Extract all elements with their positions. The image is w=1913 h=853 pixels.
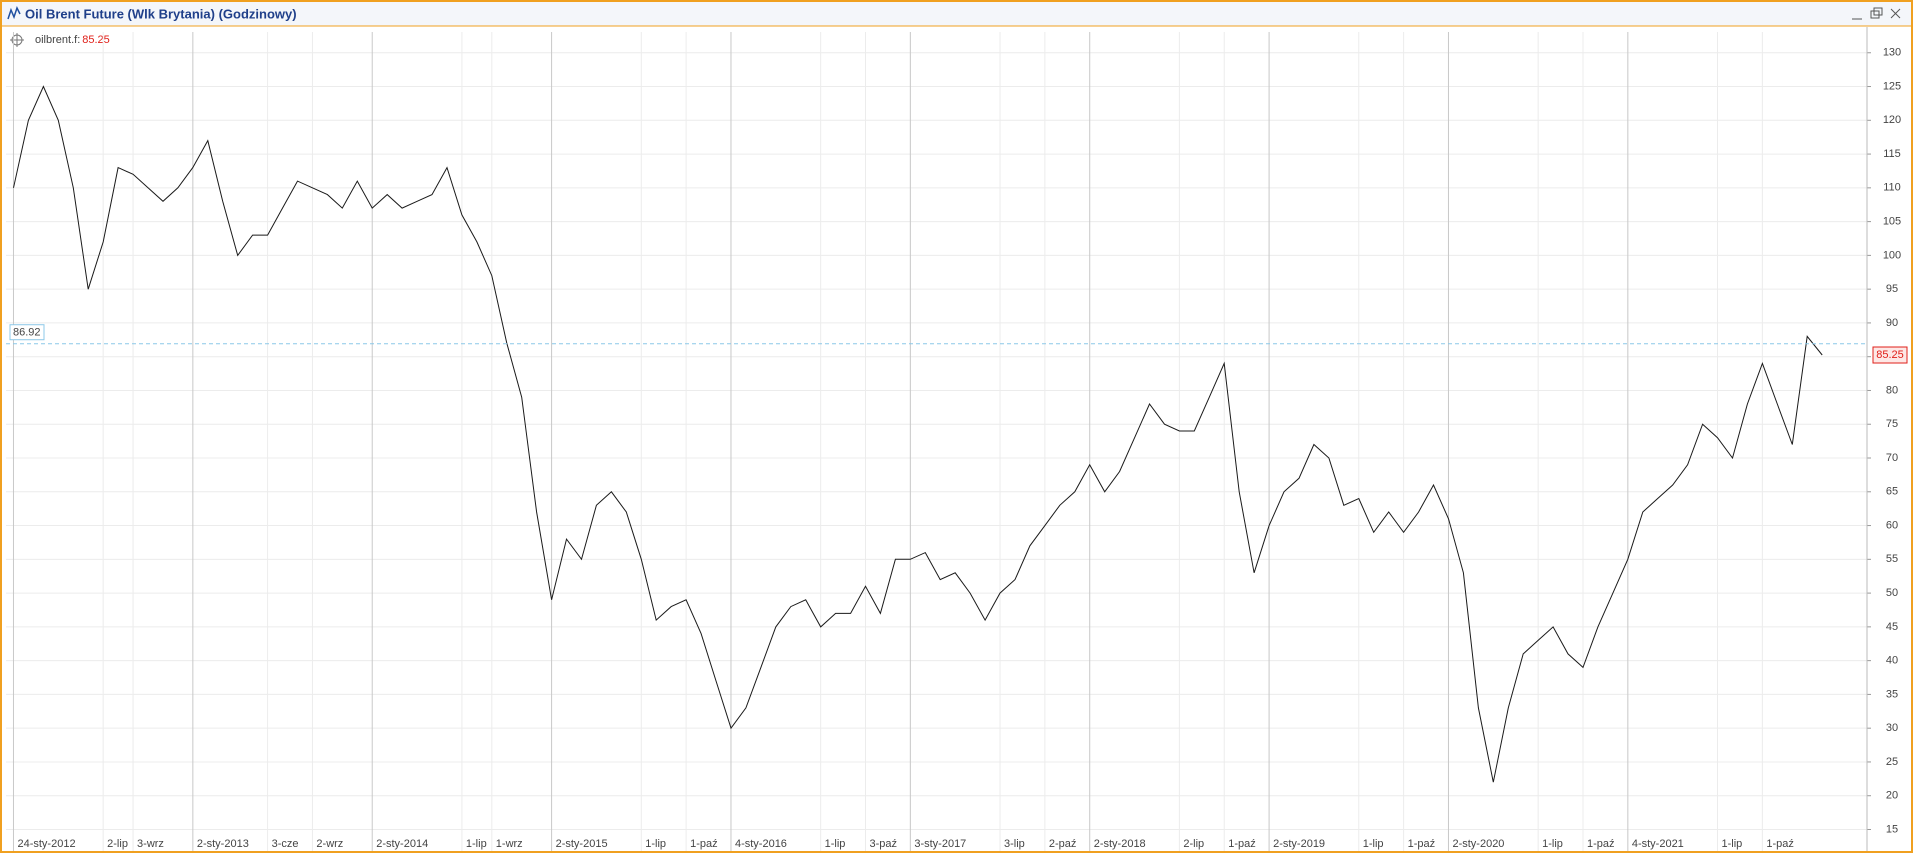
window-buttons[interactable]: [1852, 7, 1901, 20]
reference-label-box: [9, 324, 45, 341]
y-tick-label: 50: [1886, 587, 1898, 599]
move-icon[interactable]: [10, 33, 24, 47]
y-tick-label: 35: [1886, 688, 1898, 700]
y-tick-label: 40: [1886, 655, 1898, 667]
last-price-label: 85.25: [1876, 349, 1904, 361]
x-tick-label: 3-cze: [272, 838, 299, 850]
y-tick-label: 45: [1886, 621, 1898, 633]
x-tick-label: 4-sty-2016: [735, 838, 787, 850]
y-tick-label: 125: [1883, 80, 1901, 92]
y-tick-label: 75: [1886, 418, 1898, 430]
y-tick-label: 95: [1886, 283, 1898, 295]
y-tick-label: 60: [1886, 519, 1898, 531]
y-tick-label: 20: [1886, 790, 1898, 802]
x-tick-label: 1-lip: [1363, 838, 1384, 850]
y-tick-label: 55: [1886, 553, 1898, 565]
x-tick-label: 24-sty-2012: [17, 838, 75, 850]
price-line: [13, 85, 1823, 783]
x-tick-label: 1-lip: [825, 838, 846, 850]
grid: [6, 32, 1867, 851]
x-tick-label: 1-lip: [1722, 838, 1743, 850]
x-tick-label: 4-sty-2021: [1632, 838, 1684, 850]
y-tick-label: 80: [1886, 384, 1898, 396]
y-tick-label: 15: [1886, 823, 1898, 835]
x-tick-label: 2-paź: [1049, 838, 1077, 850]
x-tick-label: 2-wrz: [316, 838, 343, 850]
y-tick-label: 130: [1883, 47, 1901, 59]
x-tick-label: 2-sty-2013: [197, 838, 249, 850]
x-tick-label: 2-sty-2019: [1273, 838, 1325, 850]
y-tick-label: 25: [1886, 756, 1898, 768]
y-tick-label: 120: [1883, 114, 1901, 126]
x-tick-label: 2-sty-2015: [556, 838, 608, 850]
x-tick-label: 2-sty-2014: [376, 838, 428, 850]
last-price-box: [1872, 346, 1908, 364]
x-tick-label: 3-sty-2017: [914, 838, 966, 850]
x-tick-label: 1-lip: [645, 838, 666, 850]
reference-label: 86.92: [13, 327, 41, 339]
window-title: Oil Brent Future (Wlk Brytania) (Godzino…: [25, 6, 297, 21]
x-tick-label: 1-paź: [1766, 838, 1794, 850]
x-tick-label: 1-lip: [466, 838, 487, 850]
x-tick-label: 3-wrz: [137, 838, 164, 850]
x-tick-label: 1-lip: [1542, 838, 1563, 850]
x-tick-label: 1-paź: [1228, 838, 1256, 850]
y-tick-label: 100: [1883, 249, 1901, 261]
x-tick-label: 3-paź: [869, 838, 897, 850]
x-tick-label: 1-wrz: [496, 838, 523, 850]
symbol-name: oilbrent.f:: [35, 34, 80, 46]
x-tick-label: 2-lip: [107, 838, 128, 850]
x-tick-label: 2-lip: [1183, 838, 1204, 850]
x-tick-label: 3-lip: [1004, 838, 1025, 850]
y-tick-label: 70: [1886, 452, 1898, 464]
x-tick-label: 2-sty-2018: [1094, 838, 1146, 850]
y-tick-label: 65: [1886, 486, 1898, 498]
app-icon: [7, 6, 21, 20]
y-tick-label: 90: [1886, 317, 1898, 329]
last-price: 85.25: [82, 34, 110, 46]
y-tick-label: 115: [1883, 148, 1901, 160]
x-tick-label: 1-paź: [1408, 838, 1436, 850]
x-tick-label: 2-sty-2020: [1452, 838, 1504, 850]
y-tick-label: 110: [1883, 182, 1901, 194]
x-tick-label: 1-paź: [1587, 838, 1615, 850]
y-tick-label: 30: [1886, 722, 1898, 734]
x-tick-label: 1-paź: [690, 838, 718, 850]
y-tick-label: 105: [1883, 216, 1901, 228]
title-bar: [2, 2, 1911, 26]
